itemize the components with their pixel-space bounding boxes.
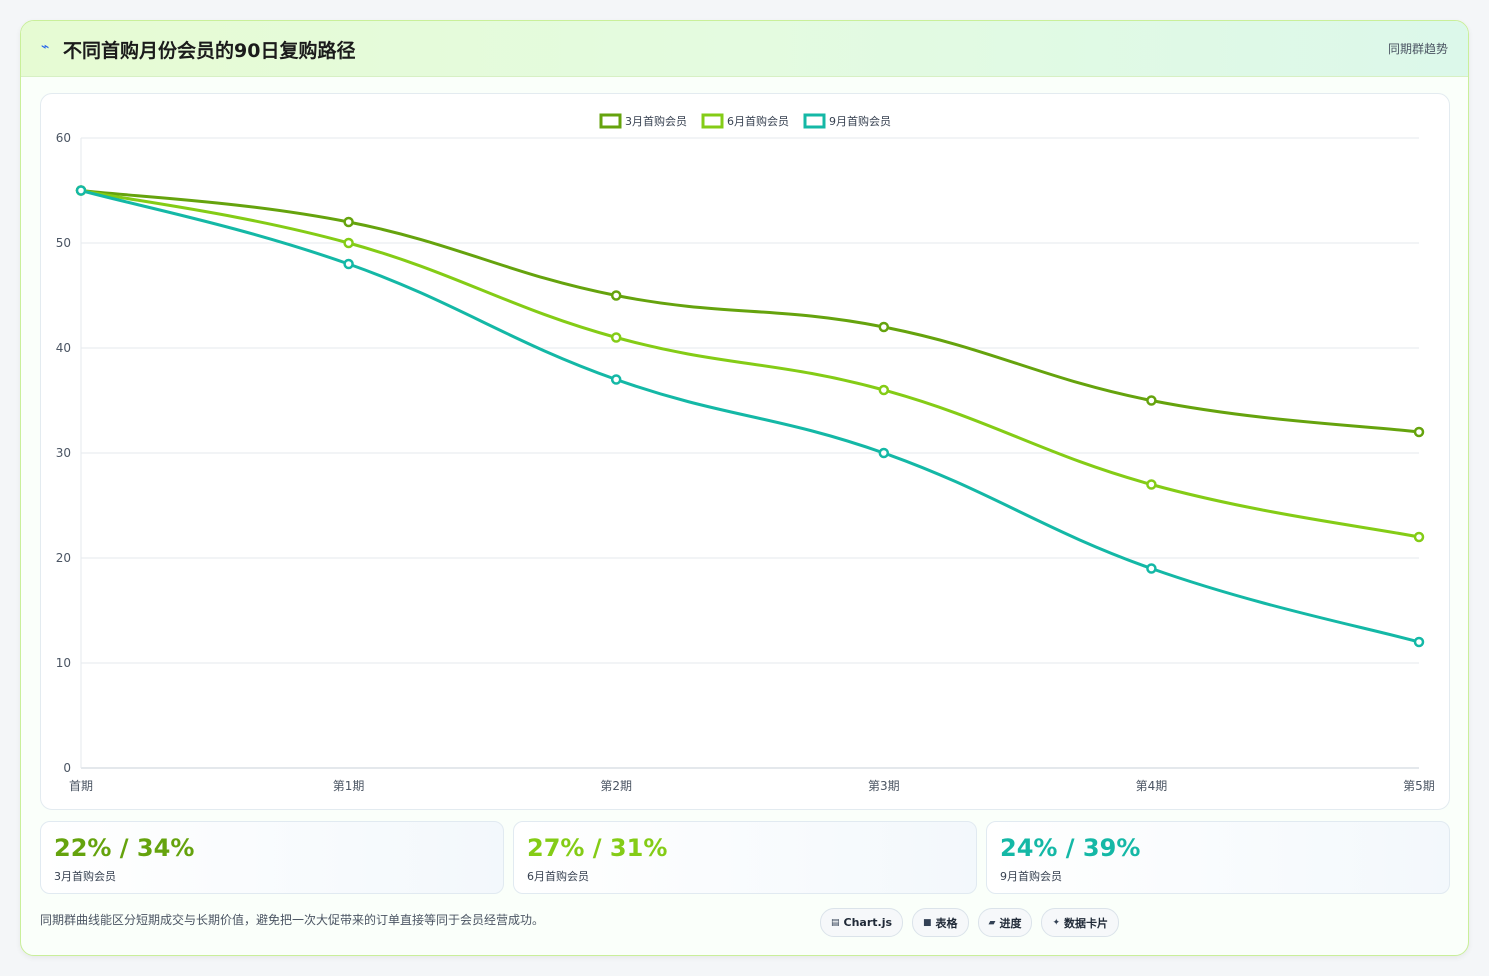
data-point <box>1146 395 1157 406</box>
data-point <box>878 384 890 396</box>
header-tag: 同期群趋势 <box>1387 42 1448 56</box>
x-tick-label: 第1期 <box>333 779 365 793</box>
data-point <box>343 258 354 270</box>
cohort-card: ⌁ 不同首购月份会员的90日复购路径 同期群趋势 0 10 20 30 40 50 60 首期… <box>20 20 1469 956</box>
stat-card-june: 27% / 31% 6月首购会员 <box>513 821 977 894</box>
page-title: 不同首购月份会员的90日复购路径 <box>63 40 356 62</box>
chart-icon: ▤ <box>831 917 840 928</box>
chip-list: ▤ Chart.js ■ 表格 ▰ 进度 ✦ 数据卡片 <box>820 908 1120 937</box>
legend-swatch <box>599 113 622 129</box>
data-point <box>610 374 622 385</box>
chip-chartjs[interactable]: ▤ Chart.js <box>820 908 904 937</box>
y-tick-label: 40 <box>56 341 71 355</box>
progress-icon: ▰ <box>988 917 996 928</box>
y-tick-label: 30 <box>56 446 71 460</box>
y-tick-label: 20 <box>56 551 71 565</box>
x-tick-label: 第3期 <box>868 779 900 793</box>
chart-container: 0 10 20 30 40 50 60 首期 第1期 第2期 第3期 第4期 第5期 3月首购会员 6月首购… <box>40 93 1450 810</box>
data-point <box>610 290 622 301</box>
series-line <box>79 189 1421 539</box>
table-icon: ■ <box>923 917 932 928</box>
data-point <box>75 185 87 196</box>
chip-label: 数据卡片 <box>1064 916 1109 930</box>
stat-label: 3月首购会员 <box>54 870 116 883</box>
stat-card-march: 22% / 34% 3月首购会员 <box>40 821 504 894</box>
data-point <box>1146 563 1157 574</box>
data-point <box>1146 479 1157 490</box>
data-point <box>343 216 354 228</box>
x-tick-label: 第4期 <box>1136 779 1168 793</box>
chip-progress[interactable]: ▰ 进度 <box>977 908 1033 937</box>
x-tick-label: 首期 <box>69 779 93 793</box>
stat-value: 24% / 39% <box>1000 834 1141 862</box>
data-point <box>878 321 890 333</box>
stat-label: 6月首购会员 <box>527 870 589 883</box>
y-tick-label: 10 <box>56 656 71 670</box>
data-point <box>1413 531 1425 543</box>
y-tick-label: 50 <box>56 236 71 250</box>
data-point <box>878 447 890 459</box>
series-line <box>79 189 1421 434</box>
legend-swatch <box>803 113 826 129</box>
stat-card-september: 24% / 39% 9月首购会员 <box>986 821 1450 894</box>
stat-value: 27% / 31% <box>527 834 668 862</box>
series-line <box>79 189 1421 644</box>
stat-label: 9月首购会员 <box>1000 870 1062 883</box>
chip-label: 表格 <box>935 916 958 930</box>
y-tick-label: 0 <box>63 761 71 775</box>
sparkle-icon: ✦ <box>1052 917 1061 928</box>
data-point <box>1413 636 1425 648</box>
chip-data-card[interactable]: ✦ 数据卡片 <box>1041 908 1120 937</box>
legend-label: 9月首购会员 <box>829 114 891 128</box>
data-point <box>610 332 622 343</box>
data-point <box>1413 426 1425 438</box>
line-chart: 0 10 20 30 40 50 60 首期 第1期 第2期 第3期 第4期 第5期 3月首购会员 6月首购… <box>56 113 1435 793</box>
data-point <box>343 237 354 249</box>
x-tick-label: 第2期 <box>600 779 632 793</box>
chip-table[interactable]: ■ 表格 <box>912 908 969 937</box>
legend-swatch <box>701 113 724 129</box>
card-header: ⌁ 不同首购月份会员的90日复购路径 同期群趋势 <box>21 21 1468 77</box>
x-tick-label: 第5期 <box>1403 779 1435 793</box>
legend-label: 6月首购会员 <box>727 114 789 128</box>
footnote: 同期群曲线能区分短期成交与长期价值，避免把一次大促带来的订单直接等同于会员经营成… <box>40 913 545 927</box>
legend-label: 3月首购会员 <box>625 114 687 128</box>
y-tick-label: 60 <box>56 131 71 145</box>
chip-label: Chart.js <box>843 916 893 929</box>
trend-line-icon: ⌁ <box>41 39 50 55</box>
stat-value: 22% / 34% <box>54 834 195 862</box>
chip-label: 进度 <box>999 916 1022 930</box>
